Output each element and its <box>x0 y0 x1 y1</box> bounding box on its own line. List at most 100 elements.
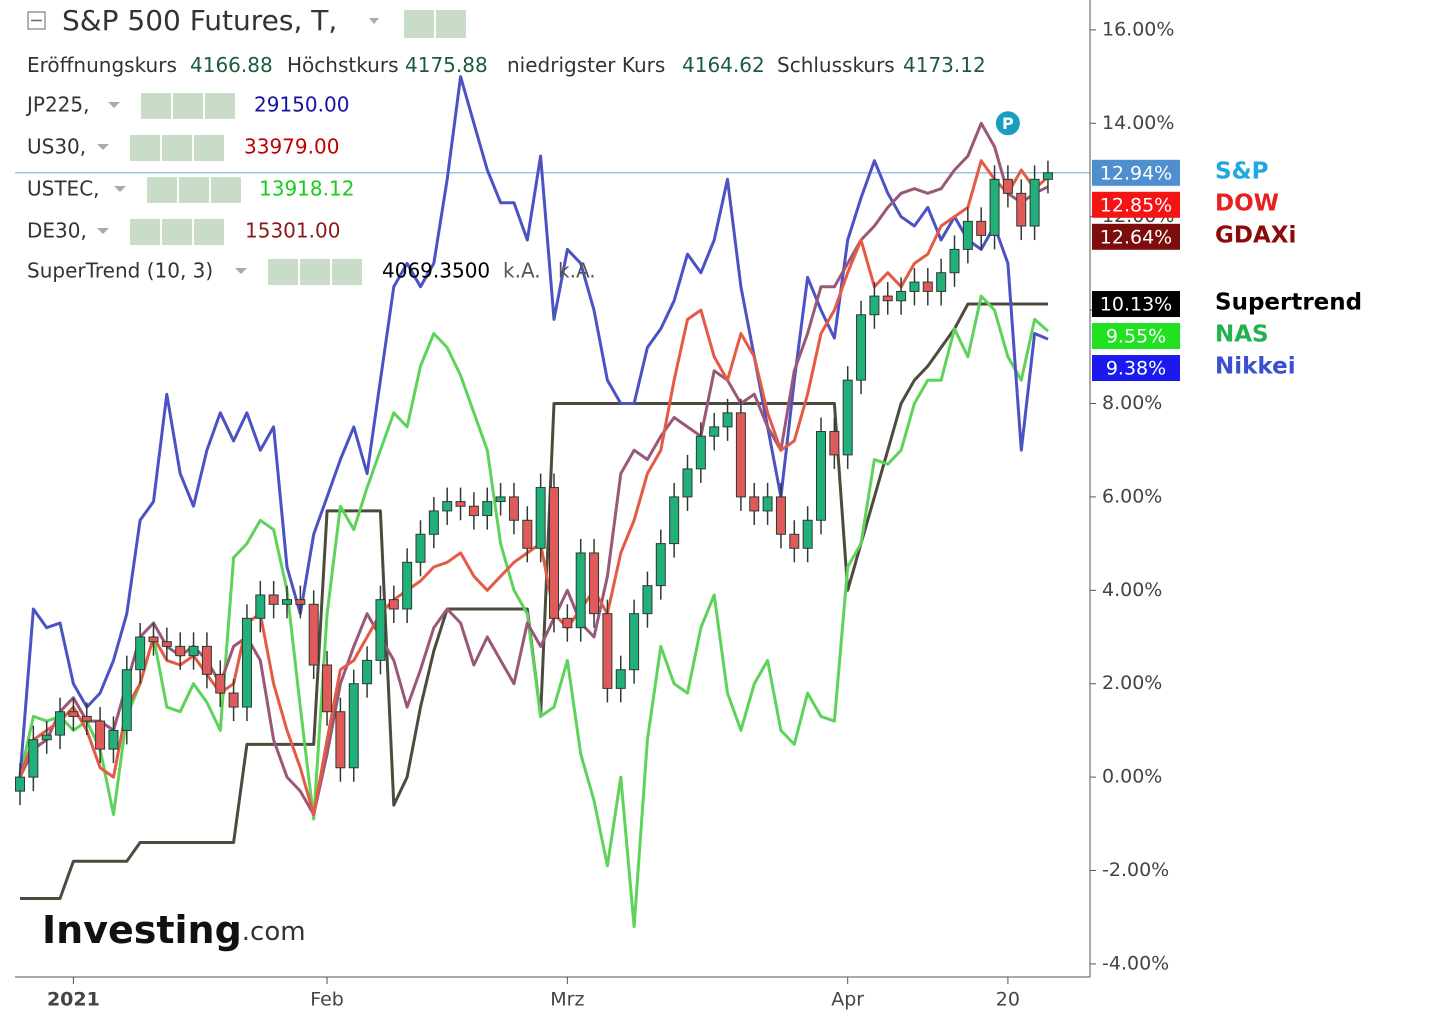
legend-symbol: JP225, <box>25 93 90 117</box>
candle-body <box>575 552 586 629</box>
legend-icon[interactable] <box>194 219 224 245</box>
dropdown[interactable] <box>369 18 379 24</box>
legend-icon[interactable] <box>173 93 203 119</box>
ohlc-label: Höchstkurs <box>287 53 399 77</box>
y-tick-label: 4.00% <box>1102 579 1162 601</box>
legend-icon[interactable] <box>130 135 160 161</box>
candle-body <box>482 501 493 517</box>
candle-body <box>735 412 746 498</box>
candle-body <box>468 505 479 517</box>
dropdown[interactable] <box>97 228 109 234</box>
candle-body <box>842 379 853 456</box>
candle-body <box>562 617 573 629</box>
candle-body <box>655 543 666 587</box>
dropdown[interactable] <box>108 102 120 108</box>
ohlc-value: 4166.88 <box>190 53 273 77</box>
candle-body <box>15 776 25 792</box>
series-name: S&P <box>1215 158 1268 184</box>
candle-body <box>55 711 66 736</box>
value-tag-label: 12.94% <box>1100 162 1172 184</box>
legend-icon[interactable] <box>179 177 209 203</box>
candle-body <box>1002 178 1013 194</box>
candle-body <box>402 561 413 610</box>
legend-icon[interactable] <box>205 93 235 119</box>
value-tag-label: 9.55% <box>1106 326 1166 348</box>
candle-body <box>869 295 880 316</box>
value-tag-label: 10.13% <box>1100 294 1172 316</box>
candle-body <box>1042 172 1053 180</box>
x-tick-label: Apr <box>831 989 864 1011</box>
y-tick-label: 14.00% <box>1102 112 1174 134</box>
dropdown[interactable] <box>235 268 247 274</box>
legend-icon[interactable] <box>162 219 192 245</box>
candle-body <box>108 729 119 750</box>
candle-body <box>428 510 439 535</box>
candle-body <box>295 599 306 605</box>
candle-body <box>1016 192 1027 227</box>
value-tag-label: 12.85% <box>1100 194 1172 216</box>
y-tick-label: -4.00% <box>1102 952 1169 974</box>
legend-icon[interactable] <box>268 259 298 285</box>
candle-body <box>308 603 319 666</box>
ohlc-value: 4164.62 <box>682 53 765 77</box>
candle-body <box>415 533 426 563</box>
candle-body <box>722 412 733 428</box>
candle-body <box>749 496 760 512</box>
candle-body <box>709 426 720 437</box>
y-tick-label: -2.00% <box>1102 859 1169 881</box>
y-tick-label: 2.00% <box>1102 672 1162 694</box>
candle-body <box>81 715 92 722</box>
legend-price: 4069.3500 <box>382 259 490 283</box>
y-tick-label: 0.00% <box>1102 766 1162 788</box>
x-tick-label: Mrz <box>550 989 584 1011</box>
legend-icon[interactable] <box>194 135 224 161</box>
chart-title: S&P 500 Futures, T, <box>62 4 337 37</box>
candle-body <box>228 692 239 708</box>
value-tag-label: 9.38% <box>1106 358 1166 380</box>
candle-body <box>135 636 146 671</box>
series-line <box>18 294 1049 929</box>
candle-body <box>589 552 600 615</box>
candle-body <box>682 468 693 498</box>
icon-eye[interactable] <box>404 10 434 38</box>
legend-icon[interactable] <box>141 93 171 119</box>
y-tick-label: 8.00% <box>1102 392 1162 414</box>
ohlc-label: Schlusskurs <box>777 53 895 77</box>
legend-price: 15301.00 <box>245 219 340 243</box>
candle-body <box>775 496 786 535</box>
candle-body <box>282 599 292 605</box>
legend-icon[interactable] <box>332 259 362 285</box>
candle-body <box>175 645 186 657</box>
y-tick-label: 6.00% <box>1102 485 1162 507</box>
legend-icon[interactable] <box>162 135 192 161</box>
candle-body <box>962 220 973 250</box>
dropdown[interactable] <box>97 144 109 150</box>
series-name: NAS <box>1215 322 1269 348</box>
event-marker-label: P <box>1002 114 1014 133</box>
candle-body <box>789 533 800 549</box>
legend-icon[interactable] <box>211 177 241 203</box>
icon-gear[interactable] <box>436 10 466 38</box>
candle-body <box>508 496 519 521</box>
candle-body <box>909 281 920 292</box>
legend-extra: k.A. <box>503 259 541 283</box>
legend-icon[interactable] <box>147 177 177 203</box>
candle-body <box>976 220 987 236</box>
legend-symbol: USTEC, <box>27 177 100 201</box>
candle-body <box>68 711 79 717</box>
dropdown[interactable] <box>114 186 126 192</box>
x-tick-label: Feb <box>310 989 344 1011</box>
legend-icon[interactable] <box>130 219 160 245</box>
y-tick-label: 16.00% <box>1102 18 1174 40</box>
candle-body <box>255 594 266 619</box>
x-tick-label: 2021 <box>47 989 100 1011</box>
series-line <box>20 302 1048 900</box>
watermark: Investing.com <box>42 908 306 952</box>
candle-body <box>28 739 39 778</box>
event-marker[interactable] <box>993 109 1022 138</box>
value-tag <box>1092 355 1180 382</box>
legend-icon[interactable] <box>300 259 330 285</box>
candle-body <box>829 431 840 456</box>
candle-body <box>549 487 559 619</box>
candle-body <box>322 664 333 713</box>
